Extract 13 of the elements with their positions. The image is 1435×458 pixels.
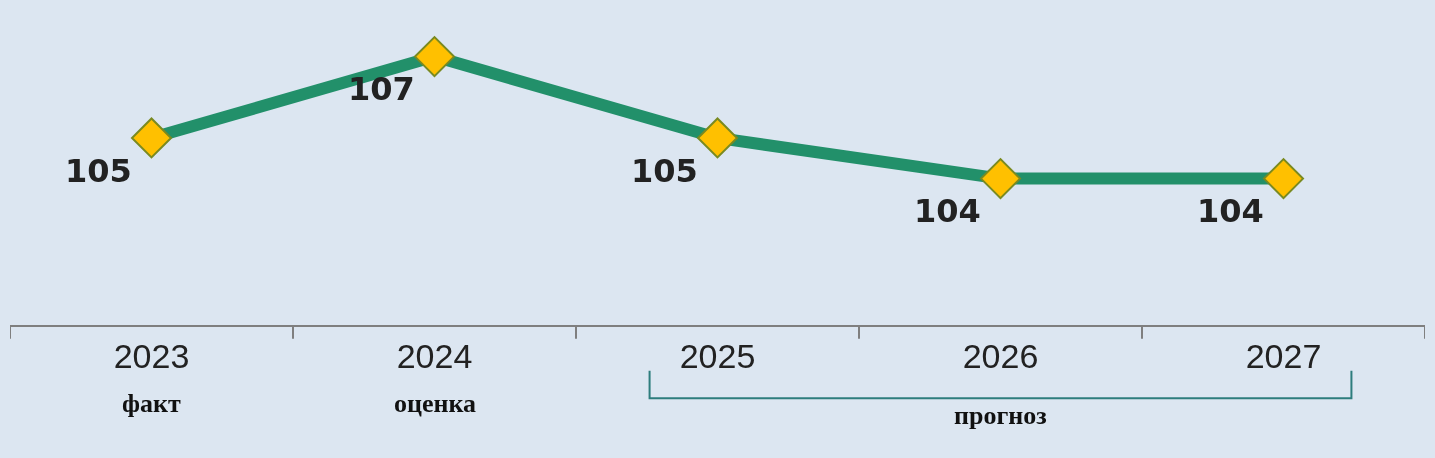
- text: оценка: [394, 389, 477, 418]
- data-label: 107: [347, 70, 415, 109]
- data-label: 105: [630, 151, 698, 190]
- x-tick-label: 2025: [679, 336, 756, 375]
- text: факт: [122, 389, 181, 418]
- x-tick-label: 2027: [1245, 336, 1322, 375]
- x-tick-label: 2023: [113, 336, 190, 375]
- data-label: 104: [913, 192, 981, 231]
- x-tick-label: 2024: [396, 336, 473, 375]
- x-tick-label: 2026: [962, 336, 1039, 375]
- text: прогноз: [954, 401, 1047, 430]
- data-label: 105: [64, 151, 132, 190]
- data-label: 104: [1196, 192, 1264, 231]
